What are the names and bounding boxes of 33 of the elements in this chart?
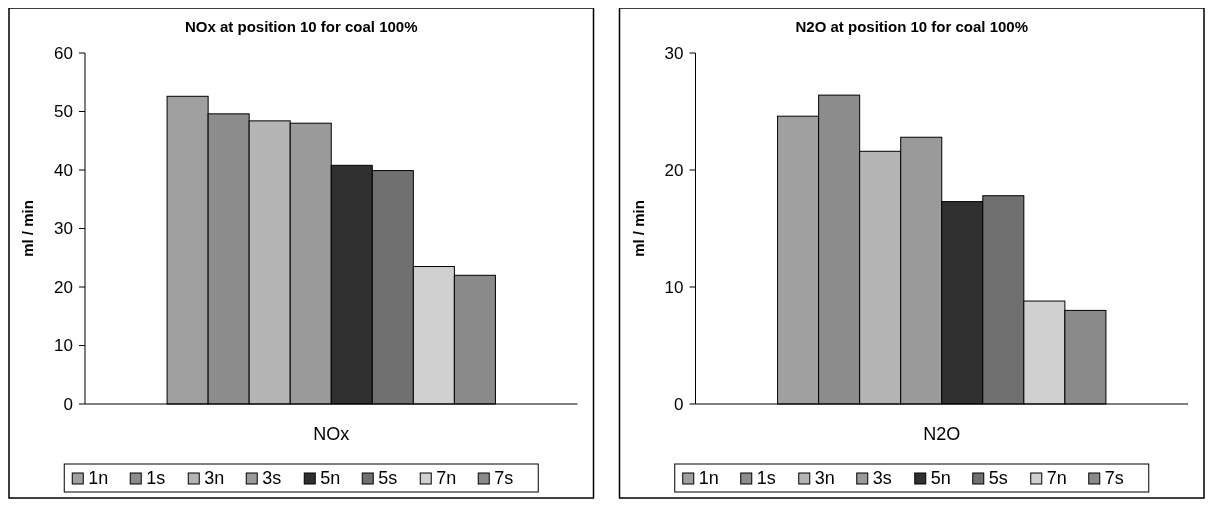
- legend-label: 7s: [494, 468, 514, 488]
- legend-label: 1s: [146, 468, 166, 488]
- legend-label: 7s: [1104, 468, 1124, 488]
- y-tick-label: 30: [54, 219, 73, 239]
- legend-label: 7n: [1046, 468, 1067, 488]
- legend-label: 1s: [756, 468, 776, 488]
- legend-label: 3n: [814, 468, 835, 488]
- y-tick-label: 0: [63, 394, 73, 414]
- y-tick-label: 30: [664, 43, 684, 63]
- legend-label: 3s: [872, 468, 892, 488]
- chart-title: NOx at position 10 for coal 100%: [184, 18, 418, 35]
- legend-label: 3n: [204, 468, 225, 488]
- y-axis-title: ml / min: [629, 200, 647, 257]
- y-tick-label: 20: [664, 160, 684, 180]
- legend-label: 1n: [698, 468, 719, 488]
- y-tick-label: 40: [54, 160, 73, 180]
- chart-title: N2O at position 10 for coal 100%: [795, 18, 1029, 35]
- legend-label: 3s: [262, 468, 282, 488]
- legend-label: 5s: [378, 468, 398, 488]
- y-tick-label: 10: [54, 336, 73, 356]
- y-tick-label: 20: [54, 277, 73, 297]
- legend-label: 7n: [436, 468, 457, 488]
- x-tick-label: N2O: [923, 424, 961, 444]
- legend-label: 5n: [320, 468, 341, 488]
- legend-label: 5s: [988, 468, 1008, 488]
- y-axis-title: ml / min: [19, 200, 36, 257]
- y-tick-label: 10: [664, 277, 684, 297]
- y-tick-label: 50: [54, 102, 73, 122]
- legend-label: 1n: [88, 468, 109, 488]
- y-tick-label: 60: [54, 43, 73, 63]
- x-tick-label: NOx: [313, 424, 350, 444]
- legend-label: 5n: [930, 468, 951, 488]
- y-tick-label: 0: [674, 394, 684, 414]
